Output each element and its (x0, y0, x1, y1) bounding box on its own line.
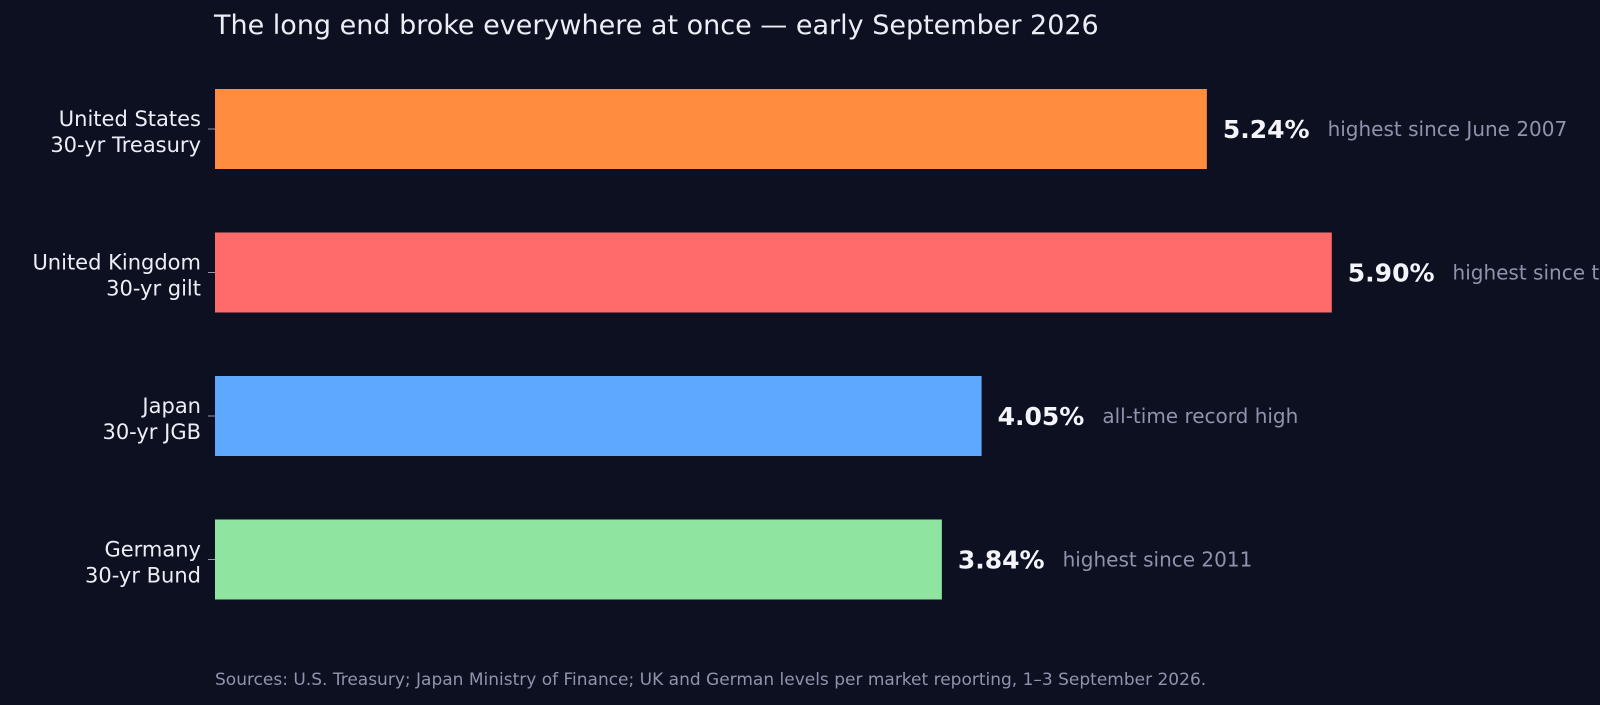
category-label-0: United States 30-yr Treasury (50, 107, 201, 157)
value-label-1: 5.90% (1348, 259, 1435, 288)
bar-2 (215, 376, 982, 456)
category-label-2: Japan 30-yr JGB (102, 394, 201, 444)
bar-1 (215, 232, 1332, 313)
source-note: Sources: U.S. Treasury; Japan Ministry o… (215, 670, 1207, 690)
value-label-2: 4.05% (998, 402, 1085, 431)
chart-title: The long end broke everywhere at once — … (214, 10, 1099, 41)
bar-3 (215, 519, 942, 600)
value-label-0: 5.24% (1223, 115, 1310, 144)
annotation-1: highest since the late 1990s (1453, 261, 1600, 285)
annotation-3: highest since 2011 (1063, 548, 1253, 572)
value-label-3: 3.84% (958, 546, 1045, 575)
annotation-0: highest since June 2007 (1328, 117, 1568, 141)
category-label-3: Germany 30-yr Bund (85, 538, 201, 588)
bar-0 (215, 89, 1207, 169)
annotation-2: all-time record high (1102, 404, 1298, 428)
category-label-1: United Kingdom 30-yr gilt (32, 251, 201, 301)
